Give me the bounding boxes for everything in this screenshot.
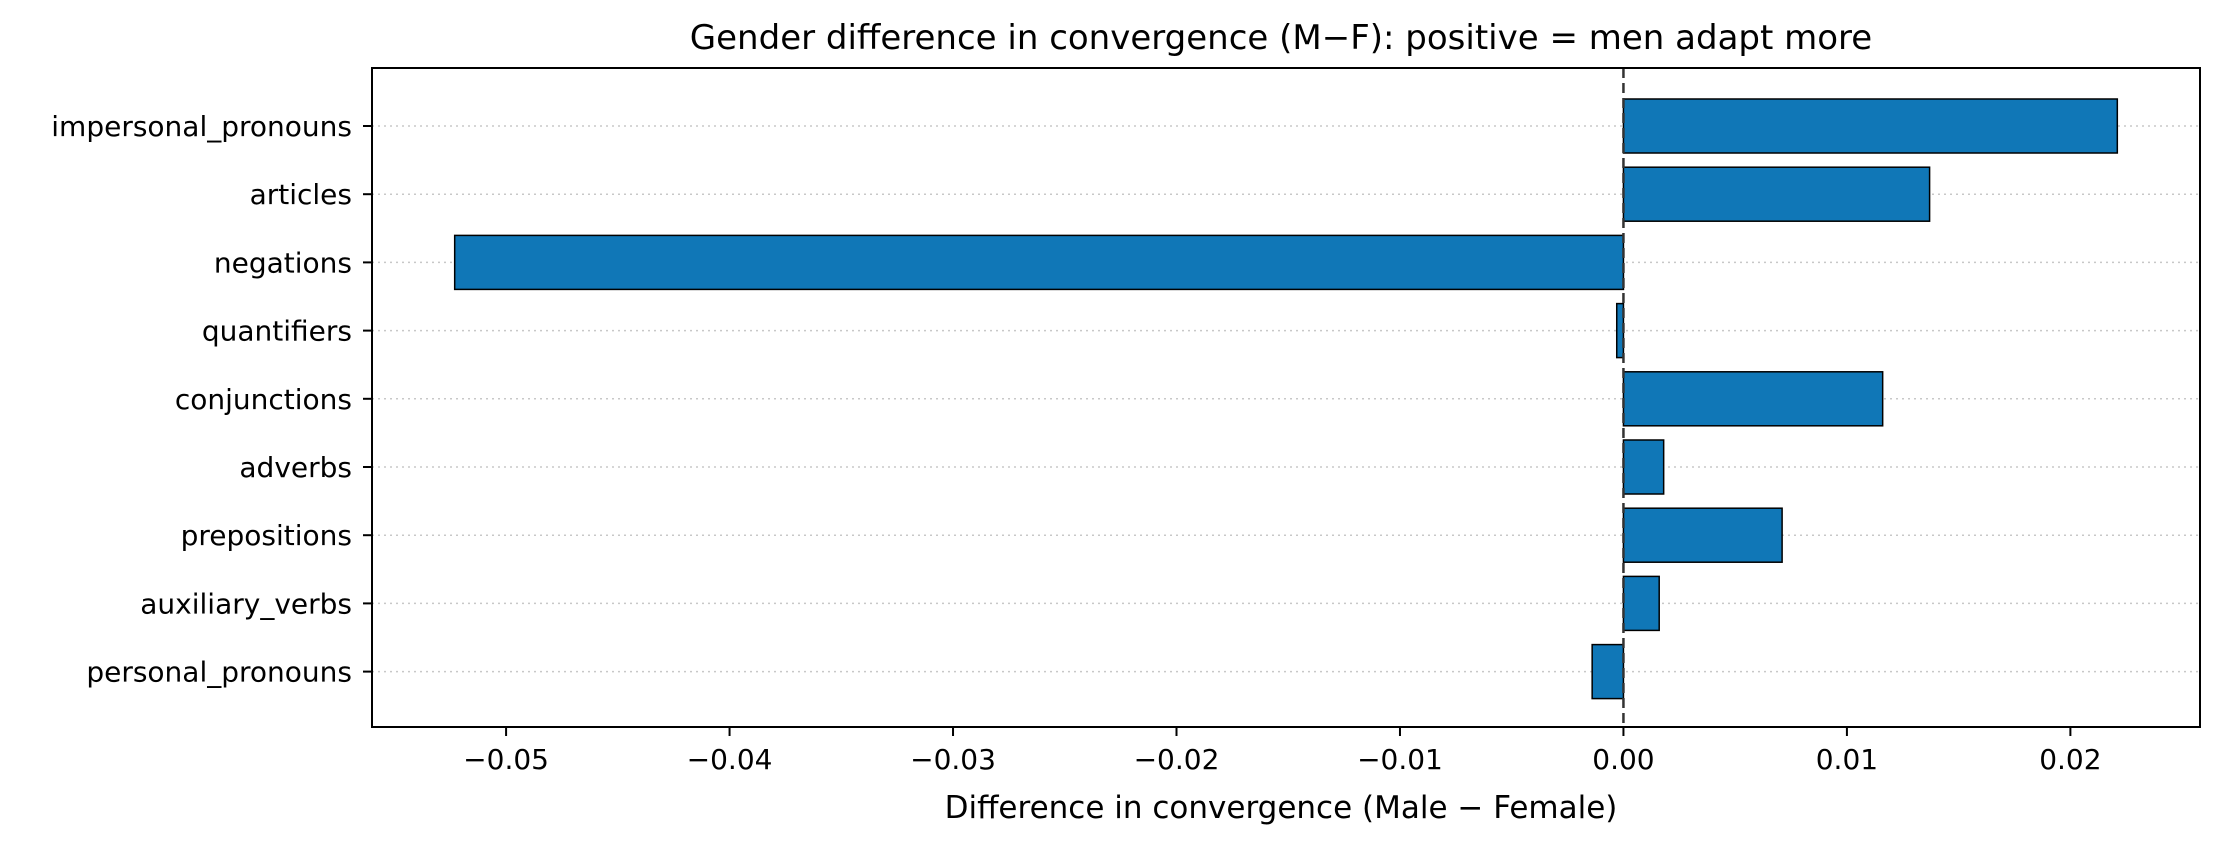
x-axis-label: Difference in convergence (Male − Female… bbox=[945, 790, 1618, 826]
x-tick-label: −0.05 bbox=[463, 743, 549, 776]
bar-negations bbox=[453, 234, 1625, 291]
x-tick-label: −0.03 bbox=[910, 743, 996, 776]
bar-prepositions bbox=[1622, 507, 1783, 563]
y-axis: impersonal_pronouns articles negations quan… bbox=[51, 110, 372, 689]
bar-auxiliary-verbs bbox=[1622, 575, 1660, 632]
y-tick-label: articles bbox=[250, 178, 352, 211]
y-tick-label: personal_pronouns bbox=[86, 656, 352, 689]
x-tick-label: 0.00 bbox=[1592, 743, 1654, 776]
plot-frame bbox=[371, 67, 2201, 728]
bars bbox=[453, 98, 2119, 700]
x-tick-label: 0.02 bbox=[2039, 743, 2101, 776]
bar-articles bbox=[1622, 166, 1931, 222]
bar-adverbs bbox=[1622, 439, 1665, 495]
y-tick-label: quantifiers bbox=[202, 315, 352, 348]
y-tick-label: prepositions bbox=[181, 519, 352, 552]
bar-personal-pronouns bbox=[1591, 643, 1625, 700]
chart-title: Gender difference in convergence (M−F): … bbox=[690, 18, 1872, 58]
x-tick-label: 0.01 bbox=[1816, 743, 1878, 776]
y-tick-label: adverbs bbox=[239, 451, 352, 484]
bar-impersonal-pronouns bbox=[1622, 98, 2119, 154]
y-tick-label: auxiliary_verbs bbox=[140, 587, 352, 620]
x-tick-label: −0.02 bbox=[1134, 743, 1220, 776]
bar-conjunctions bbox=[1622, 371, 1884, 427]
y-tick-label: conjunctions bbox=[175, 383, 352, 416]
y-tick-label: impersonal_pronouns bbox=[51, 110, 352, 143]
x-axis: −0.05 −0.04 −0.03 −0.02 −0.01 0.00 0.01 0.02 bbox=[463, 727, 2102, 776]
x-tick-label: −0.04 bbox=[687, 743, 773, 776]
y-tick-label: negations bbox=[214, 246, 352, 279]
x-tick-label: −0.01 bbox=[1357, 743, 1443, 776]
